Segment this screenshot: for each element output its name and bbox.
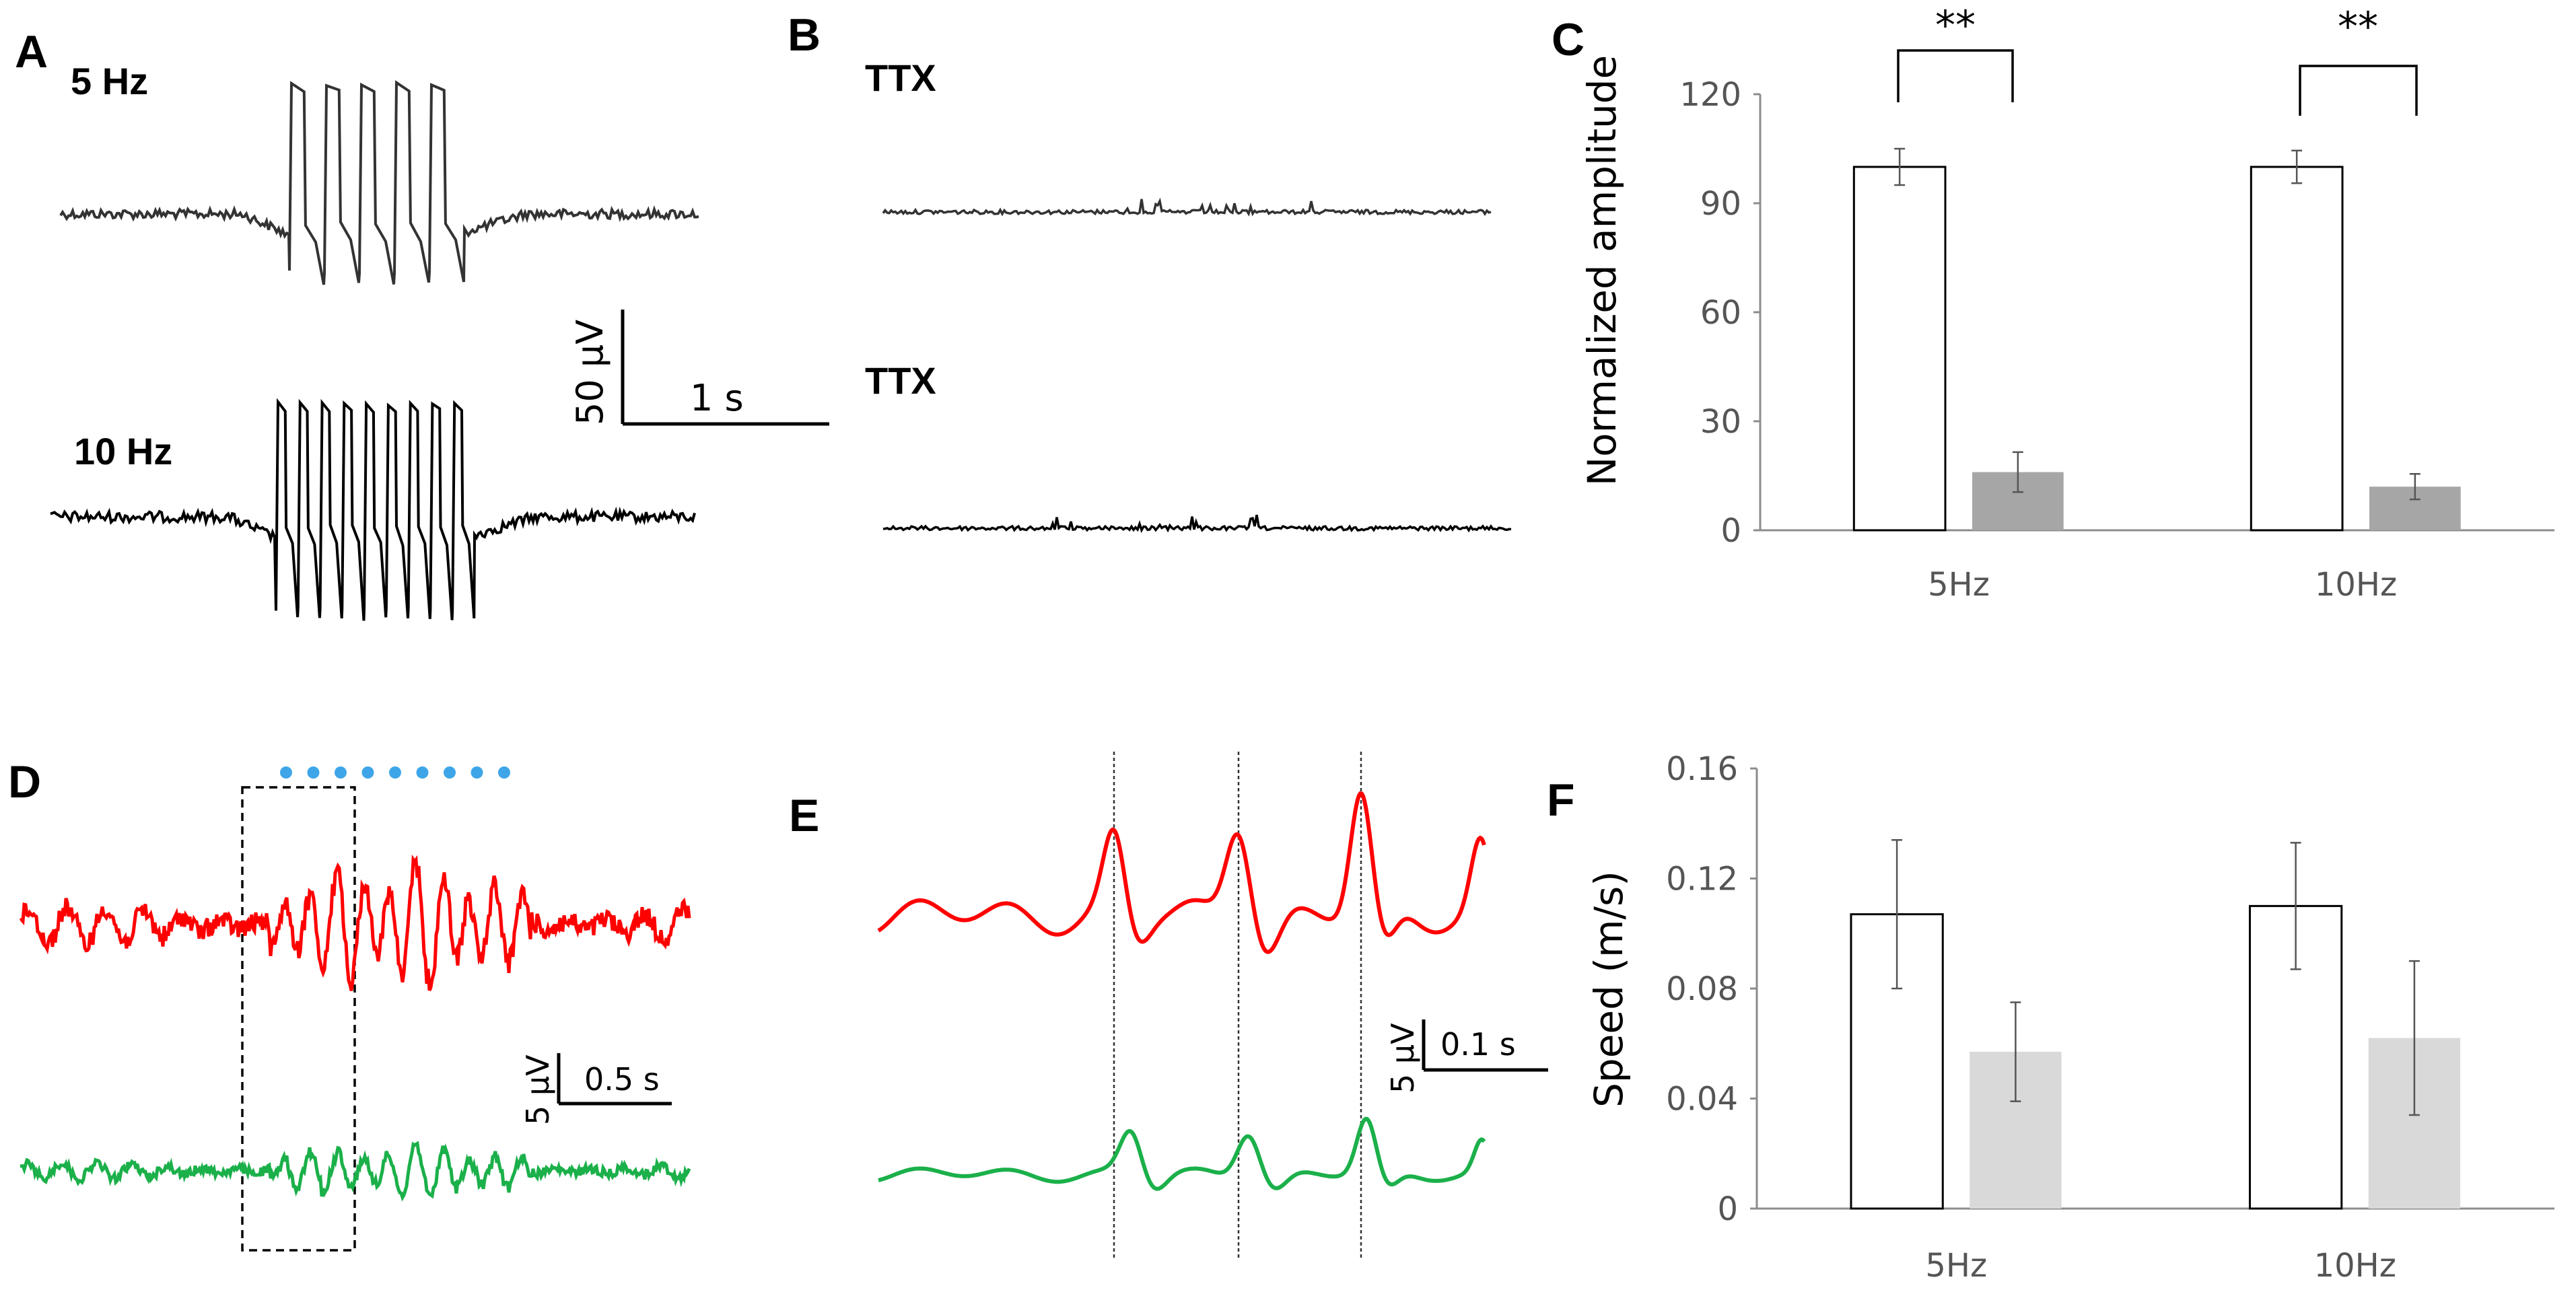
scale-bar-e-y-label: 5 μV: [1385, 1023, 1421, 1093]
stimulus-dot-icon: [280, 766, 292, 779]
x-category-label: 10Hz: [2315, 566, 2397, 604]
y-tick-label: 90: [1700, 185, 1741, 223]
y-tick-label: 0: [1720, 512, 1741, 550]
panel-a: A 5 Hz 10 Hz 50 μV 1 s: [15, 26, 829, 621]
trace-ttx-10hz: [882, 514, 1512, 534]
trace-e-red: [877, 791, 1486, 954]
trace-d-red: [19, 854, 691, 991]
trace-5hz-label: 5 Hz: [71, 60, 148, 102]
panel-a-label: A: [15, 26, 48, 77]
stimulus-dot-icon: [361, 766, 374, 779]
y-tick-label: 0: [1717, 1190, 1738, 1228]
bracket-10hz: [2299, 65, 2418, 116]
significance-5hz: **: [1935, 2, 1976, 49]
panel-b-label: B: [788, 9, 821, 61]
stimulus-dots: [280, 766, 510, 779]
scale-bar-a-x-label: 1 s: [690, 377, 744, 419]
stimulus-dot-icon: [389, 766, 401, 779]
significance-10hz: **: [2338, 3, 2378, 50]
y-tick-label: 0.04: [1666, 1080, 1738, 1118]
y-axis-label: Speed (m/s): [1586, 871, 1632, 1108]
significance-bracket-10hz: **: [2299, 3, 2418, 116]
scale-bar-e: 5 μV 0.1 s: [1385, 1019, 1548, 1093]
y-tick-label: 30: [1700, 403, 1741, 441]
ttx-label-1: TTX: [865, 57, 936, 99]
x-category-label: 10Hz: [2314, 1247, 2396, 1285]
stimulus-dot-icon: [498, 766, 510, 779]
ttx-label-2: TTX: [865, 359, 936, 402]
scale-bar-d-y-label: 5 μV: [520, 1054, 556, 1125]
bar-10Hz-control: [2250, 166, 2344, 532]
y-tick-label: 0.08: [1666, 970, 1738, 1008]
chart-c: 0 30 60 90 120 Normalized amplitude 5Hz 10Hz: [1579, 55, 2554, 604]
trace-10hz: [50, 398, 696, 621]
panel-d: D 5 μV 0.5 s: [8, 756, 691, 1252]
stimulus-dot-icon: [444, 766, 456, 779]
panel-d-label: D: [8, 756, 41, 808]
trace-e-green: [878, 1116, 1486, 1191]
scale-bar-d-x-label: 0.5 s: [584, 1061, 660, 1098]
stimulus-dot-icon: [416, 766, 429, 779]
bar-5Hz-control: [1852, 166, 1947, 532]
scale-bar-e-x-label: 0.1 s: [1440, 1026, 1516, 1063]
panel-e: E 5 μV 0.1 s: [789, 752, 1548, 1260]
trace-10hz-label: 10 Hz: [74, 430, 172, 472]
y-tick-label: 60: [1700, 294, 1741, 332]
trace-ttx-5hz: [882, 197, 1492, 217]
scale-bar-d: 5 μV 0.5 s: [520, 1053, 672, 1125]
panel-b: B TTX TTX: [788, 9, 1512, 534]
trace-5hz: [59, 80, 699, 285]
trace-d-green: [20, 1141, 691, 1202]
y-tick-label: 0.16: [1666, 750, 1738, 788]
panel-f-label: F: [1547, 775, 1575, 826]
scale-bar-a: 50 μV 1 s: [569, 310, 829, 426]
stimulus-dot-icon: [335, 766, 347, 779]
x-category-label: 5Hz: [1928, 566, 1990, 604]
y-axis-label: Normalized amplitude: [1579, 55, 1625, 486]
x-category-label: 5Hz: [1925, 1247, 1987, 1285]
panel-e-label: E: [789, 790, 819, 841]
scale-bar-a-y-label: 50 μV: [569, 320, 611, 425]
significance-bracket-5hz: **: [1897, 2, 2014, 102]
panel-c-label: C: [1552, 14, 1585, 65]
stimulus-dot-icon: [471, 766, 483, 779]
bracket-5hz: [1897, 49, 2014, 102]
y-tick-label: 120: [1679, 76, 1741, 114]
panel-f: F 0 0.04 0.08 0.12 0.16 Speed (m/s) 5Hz 10Hz: [1547, 750, 2554, 1285]
chart-f: 0 0.04 0.08 0.12 0.16 Speed (m/s) 5Hz 10Hz: [1586, 750, 2554, 1285]
analysis-window-box: [241, 786, 356, 1252]
y-tick-label: 0.12: [1666, 860, 1738, 898]
stimulus-dot-icon: [307, 766, 320, 779]
